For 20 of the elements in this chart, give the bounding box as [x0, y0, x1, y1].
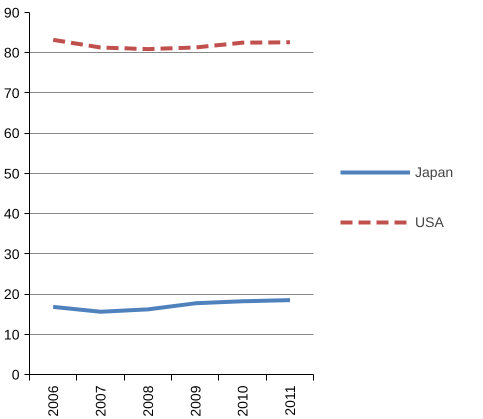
x-tick-label: 2011 [282, 385, 298, 416]
y-tick-label: 0 [12, 366, 20, 382]
y-tick-label: 30 [4, 246, 20, 262]
y-tick-label: 90 [4, 4, 20, 20]
x-tick-label: 2006 [45, 385, 62, 417]
y-tick-label: 80 [4, 44, 20, 61]
x-tick-label: 2010 [234, 385, 251, 417]
y-tick-label: 70 [4, 84, 20, 101]
x-tick-label: 2009 [187, 385, 204, 417]
line-series [51, 38, 292, 52]
y-tick-label: 40 [4, 206, 20, 222]
legend-label: Japan [415, 164, 454, 180]
y-tick-label: 10 [4, 326, 20, 342]
legend-label: USA [415, 214, 444, 230]
line-series [51, 298, 292, 314]
y-tick-label: 50 [4, 165, 20, 182]
y-tick-label: 60 [4, 125, 20, 142]
y-tick-label: 20 [4, 286, 20, 302]
x-tick-label: 2008 [140, 385, 156, 417]
x-tick-label: 2007 [92, 385, 109, 417]
